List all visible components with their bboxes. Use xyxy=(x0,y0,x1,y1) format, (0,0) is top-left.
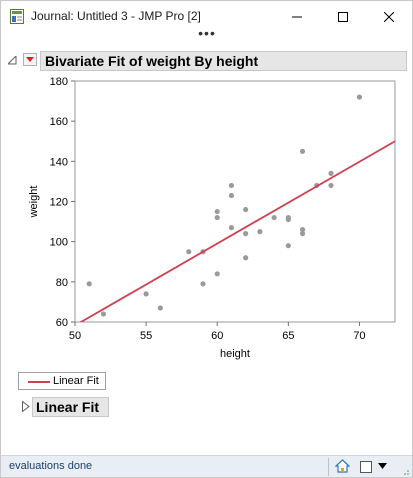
y-tick-label: 80 xyxy=(56,277,68,289)
journal-app-icon xyxy=(10,9,24,24)
disclosure-collapsed-icon[interactable] xyxy=(22,401,30,412)
x-tick-label: 70 xyxy=(353,330,365,342)
maximize-icon xyxy=(338,11,348,22)
minimize-icon xyxy=(292,16,302,17)
data-point xyxy=(299,227,306,233)
data-point xyxy=(186,249,192,255)
x-tick-label: 55 xyxy=(140,330,152,342)
data-point xyxy=(285,243,291,249)
data-point xyxy=(285,214,291,221)
maximize-button[interactable] xyxy=(320,1,366,32)
status-separator xyxy=(328,458,329,476)
data-point xyxy=(299,148,306,154)
overflow-menu-button[interactable]: ••• xyxy=(198,25,216,41)
data-point xyxy=(86,281,92,287)
close-icon xyxy=(384,11,394,22)
y-tick-label: 180 xyxy=(50,76,68,88)
close-button[interactable] xyxy=(366,1,412,32)
y-axis-label: weight xyxy=(28,186,40,219)
window-list-checkbox[interactable] xyxy=(360,461,372,473)
red-triangle-icon xyxy=(26,57,34,62)
data-point xyxy=(243,231,249,237)
y-tick-label: 100 xyxy=(50,237,68,249)
legend-label: Linear Fit xyxy=(53,375,99,387)
x-tick-label: 50 xyxy=(69,330,81,342)
data-point xyxy=(271,214,277,221)
linear-fit-line[interactable] xyxy=(79,140,395,323)
title-bar[interactable]: Journal: Untitled 3 - JMP Pro [2] xyxy=(1,1,412,32)
status-bar: evaluations done xyxy=(1,455,412,477)
data-point xyxy=(214,271,220,277)
data-point xyxy=(243,255,249,261)
data-point xyxy=(243,206,249,213)
minimize-button[interactable] xyxy=(274,1,320,32)
y-tick-label: 160 xyxy=(50,116,68,128)
red-triangle-menu-button[interactable] xyxy=(23,53,37,66)
data-point xyxy=(214,214,220,221)
data-point xyxy=(328,170,334,176)
y-tick-label: 140 xyxy=(50,156,68,168)
chevron-down-icon[interactable] xyxy=(378,462,387,470)
linear-fit-title[interactable]: Linear Fit xyxy=(32,397,109,417)
disclosure-expanded-icon[interactable] xyxy=(8,56,17,65)
y-tick-label: 120 xyxy=(50,197,68,209)
section-title[interactable]: Bivariate Fit of weight By height xyxy=(40,51,407,71)
bivariate-outline-header: Bivariate Fit of weight By height xyxy=(7,51,407,71)
data-point xyxy=(228,225,235,231)
status-text: evaluations done xyxy=(9,460,93,472)
legend[interactable]: Linear Fit xyxy=(18,372,106,390)
legend-fit-swatch xyxy=(28,381,50,383)
x-tick-label: 65 xyxy=(282,330,294,342)
data-point xyxy=(299,231,306,237)
x-axis-label: height xyxy=(220,348,250,360)
data-point xyxy=(356,94,363,100)
window-title: Journal: Untitled 3 - JMP Pro [2] xyxy=(31,9,201,23)
data-point xyxy=(157,305,163,311)
data-point xyxy=(100,311,107,317)
data-point xyxy=(257,229,263,235)
data-point xyxy=(214,208,220,215)
data-point xyxy=(143,291,149,297)
linear-fit-outline-header: Linear Fit xyxy=(21,397,111,417)
home-icon[interactable] xyxy=(335,459,350,474)
data-point xyxy=(228,192,235,199)
resize-grip-icon[interactable] xyxy=(400,466,410,476)
plot-frame[interactable] xyxy=(74,80,396,323)
data-point xyxy=(328,182,334,189)
data-point xyxy=(228,182,235,189)
x-tick-label: 60 xyxy=(211,330,223,342)
data-point xyxy=(200,281,206,287)
y-tick-label: 60 xyxy=(56,317,68,329)
bivariate-scatter-chart[interactable]: 60 80 100 120 140 160 180 50 55 60 65 70 height weigh… xyxy=(21,73,401,363)
